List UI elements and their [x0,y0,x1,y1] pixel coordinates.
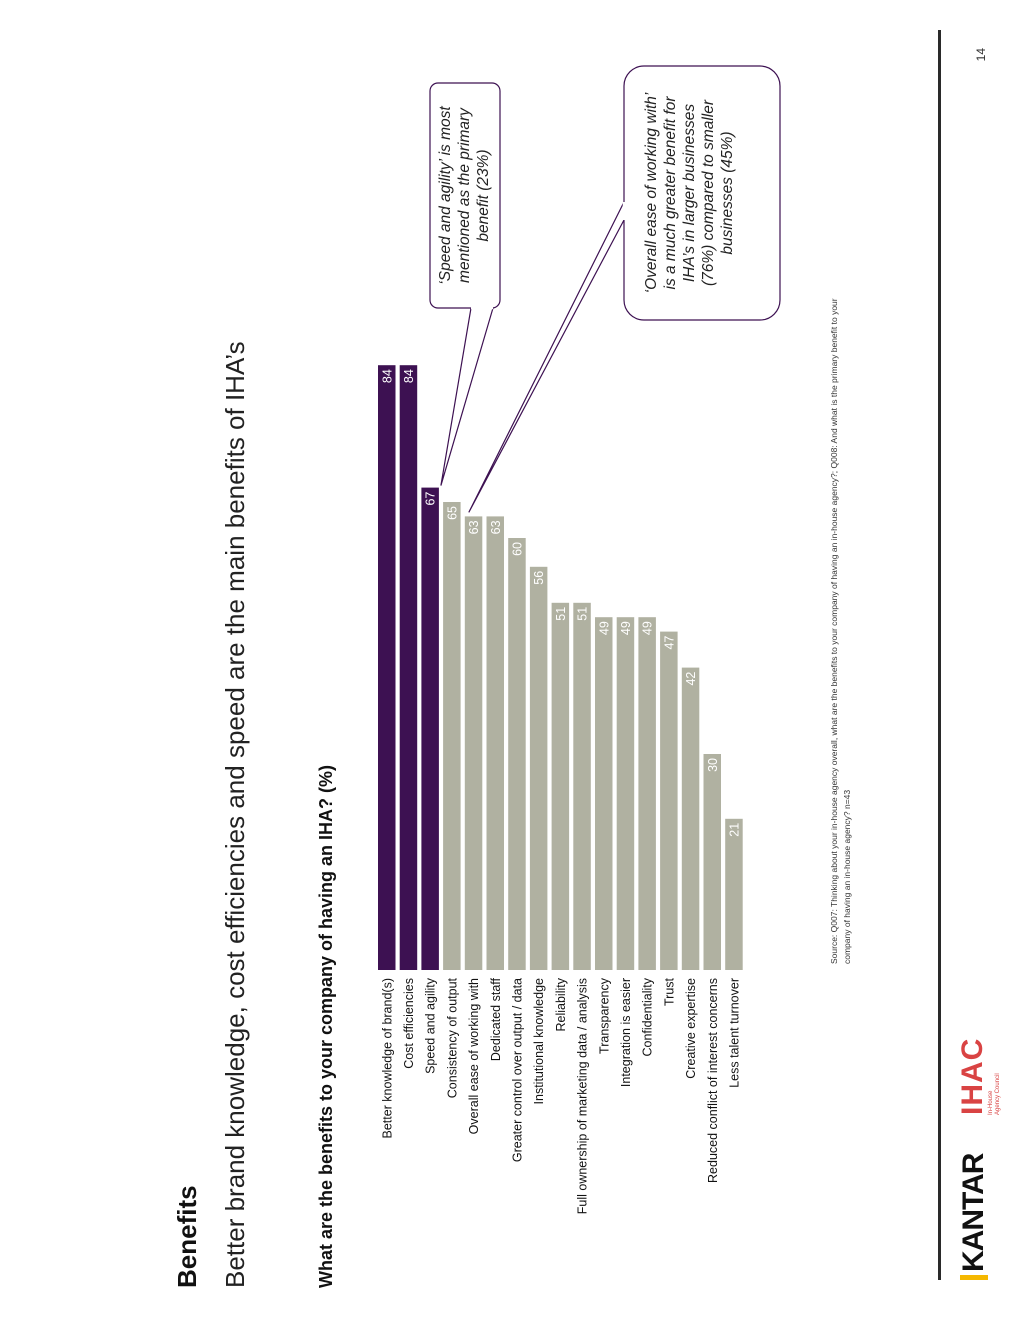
callout-speed-line: benefit (23%) [475,149,492,241]
ihac-logo-text: IHAC [956,1037,989,1115]
value-label: 49 [597,621,611,635]
value-label: 21 [727,823,741,837]
category-label: Transparency [597,977,611,1054]
callout-ease-line: IHA’s in larger businesses [681,104,698,283]
kantar-logo-text: KANTAR [957,1153,990,1272]
value-label: 56 [532,571,546,585]
category-label: Trust [662,977,676,1006]
callouts: ‘Speed and agility’ is most mentioned as … [429,65,781,513]
bar [443,502,461,970]
category-label: Dedicated staff [489,977,503,1061]
value-label: 63 [489,520,503,534]
bar [421,487,439,970]
value-label: 84 [380,369,394,383]
bar [486,516,504,970]
category-label: Integration is easier [619,978,633,1087]
category-label: Creative expertise [684,978,698,1079]
callout-ease-line: ‘Overall ease of working with’ [643,92,660,293]
callout-speed-line: ‘Speed and agility’ is most [437,106,454,285]
source-note: Source: Q007: Thinking about your in-hou… [829,298,852,964]
category-label: Greater control over output / data [510,978,524,1162]
slide: Benefits Better brand knowledge, cost ef… [138,0,1020,1320]
category-label: Better knowledge of brand(s) [380,978,394,1139]
callout-speed-line: mentioned as the primary [456,107,473,283]
bar [681,667,700,970]
bar [638,617,656,970]
callout-ease-line: (76%) compared to smaller [700,99,717,286]
category-label: Overall ease of working with [467,978,481,1134]
value-label: 63 [467,520,481,534]
ihac-logo-sub-2: Agency Council [995,1073,1001,1115]
category-label: Confidentiality [641,977,655,1056]
bar [399,365,418,970]
benefits-bar-chart: Better knowledge of brand(s) Cost efficie… [378,65,781,1214]
category-label: Less talent turnover [727,978,741,1088]
headline: Better brand knowledge, cost efficiencie… [220,341,250,1288]
category-label: Reduced conflict of interest concerns [706,978,720,1183]
bar [573,602,591,970]
value-label: 49 [641,621,655,635]
callout-ease-line: is a much greater benefit for [662,96,679,290]
value-label: 47 [662,636,676,650]
section-title: Benefits [172,1185,202,1288]
value-label: 60 [510,542,524,556]
bar [595,617,613,970]
callout-ease-pointer [468,201,625,513]
category-label: Institutional knowledge [532,978,546,1105]
category-label: Consistency of output [445,977,459,1098]
callout-speed-box [429,82,501,309]
footer-divider [938,30,941,1280]
bar [725,818,743,970]
value-label: 51 [554,607,568,621]
category-label: Reliability [554,977,568,1031]
bar [703,754,721,970]
value-label: 84 [402,369,416,383]
category-label: Full ownership of marketing data / analy… [576,978,590,1214]
value-label: 42 [684,672,698,686]
category-labels: Better knowledge of brand(s) Cost efficie… [380,977,741,1214]
kantar-logo: KANTAR [956,1154,992,1280]
kantar-logo-mark [960,1275,988,1280]
callout-speed: ‘Speed and agility’ is most mentioned as … [429,82,501,486]
value-label: 67 [424,492,438,506]
category-label: Speed and agility [424,977,438,1074]
bar [551,602,570,970]
callout-speed-pointer [440,307,494,486]
callout-ease: ‘Overall ease of working with’ is a much … [468,65,781,513]
bar [529,566,548,970]
ihac-logo-sub-1: In-House [988,1090,994,1115]
value-labels: 84 84 67 65 63 63 60 56 51 51 49 49 49 47 42 30 21 [380,369,741,837]
bar [464,516,483,970]
callout-ease-box [623,65,781,321]
value-label: 51 [576,607,590,621]
ihac-logo: IHAC In-House Agency Council [956,1037,1002,1115]
bar [616,617,635,970]
bars [378,365,743,970]
bar [508,538,526,970]
callout-ease-line: businesses (45%) [719,131,736,254]
chart-question: What are the benefits to your company of… [316,764,336,1288]
value-label: 30 [706,758,720,772]
bar [660,631,678,970]
page-number: 14 [974,48,988,62]
value-label: 49 [619,621,633,635]
bar [378,365,396,970]
value-label: 65 [445,506,459,520]
category-label: Cost efficiencies [402,978,416,1069]
